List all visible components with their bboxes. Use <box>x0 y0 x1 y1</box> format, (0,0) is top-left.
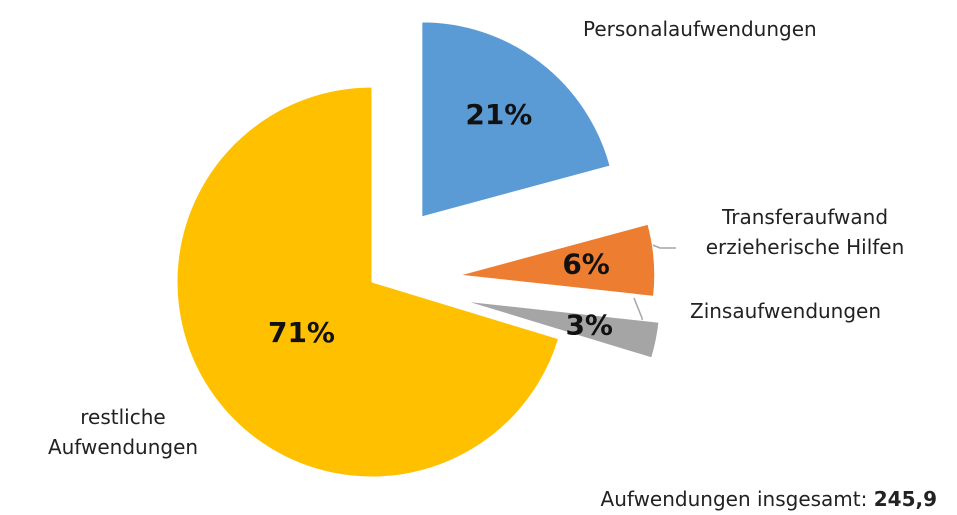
value-label: 21% <box>465 98 532 131</box>
value-label: 6% <box>562 247 610 280</box>
total-note: Aufwendungen insgesamt: 245,9 <box>601 487 937 511</box>
pie-slice <box>464 300 660 359</box>
value-label: 71% <box>268 316 335 349</box>
pie-slice <box>459 223 656 297</box>
category-label: Personalaufwendungen <box>583 17 817 41</box>
category-label: Zinsaufwendungen <box>690 299 882 323</box>
pie-slice <box>421 21 611 218</box>
category-label: Transferaufwand erzieherische Hilfen <box>705 205 905 259</box>
total-value: 245,9 <box>873 487 937 511</box>
note-text: Aufwendungen insgesamt: <box>600 487 868 511</box>
pie-slice <box>176 86 560 478</box>
category-label: restliche Aufwendungen <box>47 405 199 459</box>
value-label: 3% <box>565 309 613 342</box>
